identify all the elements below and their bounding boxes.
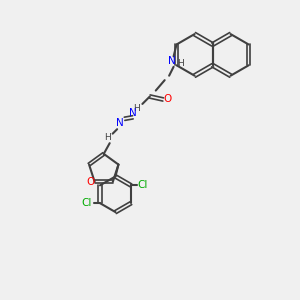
- Text: O: O: [164, 94, 172, 104]
- Text: H: H: [133, 104, 140, 113]
- Text: H: H: [177, 59, 184, 68]
- Text: N: N: [168, 56, 176, 66]
- Text: N: N: [116, 118, 124, 128]
- Text: N: N: [129, 108, 137, 118]
- Text: H: H: [104, 133, 111, 142]
- Text: Cl: Cl: [138, 180, 148, 190]
- Text: Cl: Cl: [82, 198, 92, 208]
- Text: O: O: [86, 177, 94, 187]
